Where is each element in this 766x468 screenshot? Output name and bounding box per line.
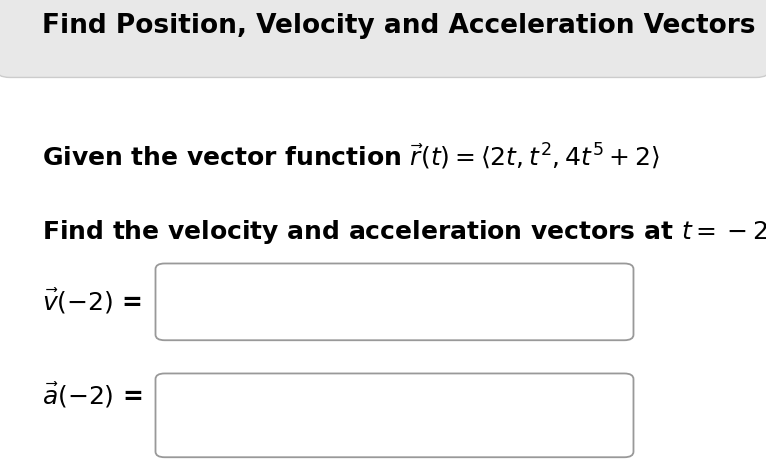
Text: $\vec{a}(-2)$ =: $\vec{a}(-2)$ = <box>42 381 142 410</box>
Text: Find Position, Velocity and Acceleration Vectors: Find Position, Velocity and Acceleration… <box>42 14 755 39</box>
Text: $\vec{v}(-2)$ =: $\vec{v}(-2)$ = <box>42 287 142 316</box>
Text: Given the vector function $\vec{r}(t) = \langle 2t, t^2, 4t^5 + 2\rangle$: Given the vector function $\vec{r}(t) = … <box>42 142 660 172</box>
Text: Find the velocity and acceleration vectors at $t = -2$.: Find the velocity and acceleration vecto… <box>42 218 766 246</box>
